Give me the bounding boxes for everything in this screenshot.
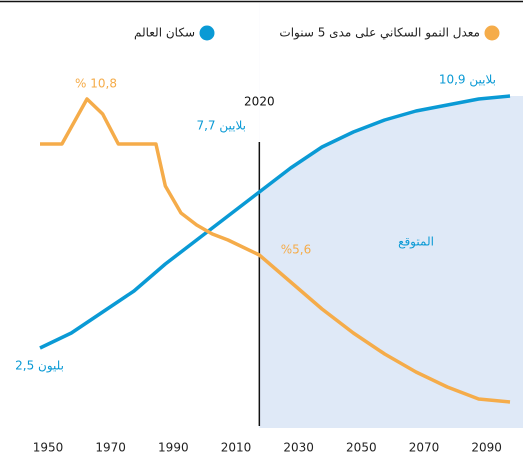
- annotation: % 10,8: [75, 77, 117, 91]
- legend-label: سكان العالم: [134, 26, 195, 40]
- x-tick-label: 1970: [95, 441, 126, 455]
- annotation: %5,6: [281, 243, 312, 257]
- x-tick-label: 1990: [158, 441, 189, 455]
- annotation: 7,7 بلايين: [196, 119, 246, 134]
- forecast-year: 2020: [244, 95, 275, 109]
- x-tick-label: 1950: [33, 441, 64, 455]
- legend-label: معدل النمو السكاني على مدى 5 سنوات: [279, 26, 480, 41]
- legend-swatch: [199, 25, 215, 41]
- x-tick-label: 2030: [283, 441, 314, 455]
- annotation: 10,9 بلايين: [439, 73, 496, 88]
- forecast-label: المتوقع: [398, 235, 434, 250]
- x-tick-label: 2010: [221, 441, 252, 455]
- annotation: 2,5 بليون: [15, 359, 64, 374]
- x-tick-label: 2070: [409, 441, 440, 455]
- x-tick-label: 2090: [471, 441, 502, 455]
- series-line: [40, 97, 511, 404]
- legend-swatch: [484, 25, 500, 41]
- x-tick-label: 2050: [346, 441, 377, 455]
- series-line: [39, 94, 511, 350]
